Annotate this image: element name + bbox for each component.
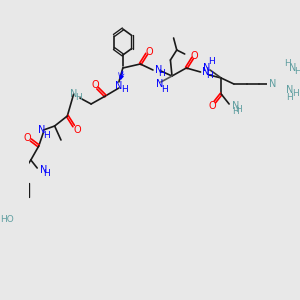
Text: N: N xyxy=(156,79,164,89)
Text: H: H xyxy=(294,68,300,76)
Text: N: N xyxy=(269,79,276,89)
Text: N: N xyxy=(286,85,293,95)
Text: O: O xyxy=(190,51,198,61)
Text: N: N xyxy=(38,125,46,135)
Text: H: H xyxy=(121,85,128,94)
Text: O: O xyxy=(145,47,153,57)
Text: N: N xyxy=(203,63,211,73)
Text: H: H xyxy=(284,59,291,68)
Text: N: N xyxy=(232,101,240,111)
Text: H: H xyxy=(286,94,293,103)
Text: N: N xyxy=(115,81,123,91)
Text: N: N xyxy=(40,165,48,175)
Text: O: O xyxy=(24,133,32,143)
Text: N: N xyxy=(70,89,77,99)
Text: O: O xyxy=(91,80,99,90)
Text: H: H xyxy=(235,106,242,115)
Text: H: H xyxy=(232,107,239,116)
Text: H: H xyxy=(43,169,50,178)
Text: H: H xyxy=(43,131,50,140)
Text: N: N xyxy=(289,63,296,73)
Text: H: H xyxy=(161,85,168,94)
Text: N: N xyxy=(202,67,209,77)
Text: H: H xyxy=(75,94,82,103)
Text: HO: HO xyxy=(0,215,14,224)
Text: H: H xyxy=(158,68,165,77)
Text: N: N xyxy=(154,65,162,75)
Text: H: H xyxy=(206,70,213,80)
Text: H: H xyxy=(292,88,299,98)
Text: H: H xyxy=(208,58,215,67)
Text: O: O xyxy=(208,101,216,111)
Text: O: O xyxy=(73,125,81,135)
